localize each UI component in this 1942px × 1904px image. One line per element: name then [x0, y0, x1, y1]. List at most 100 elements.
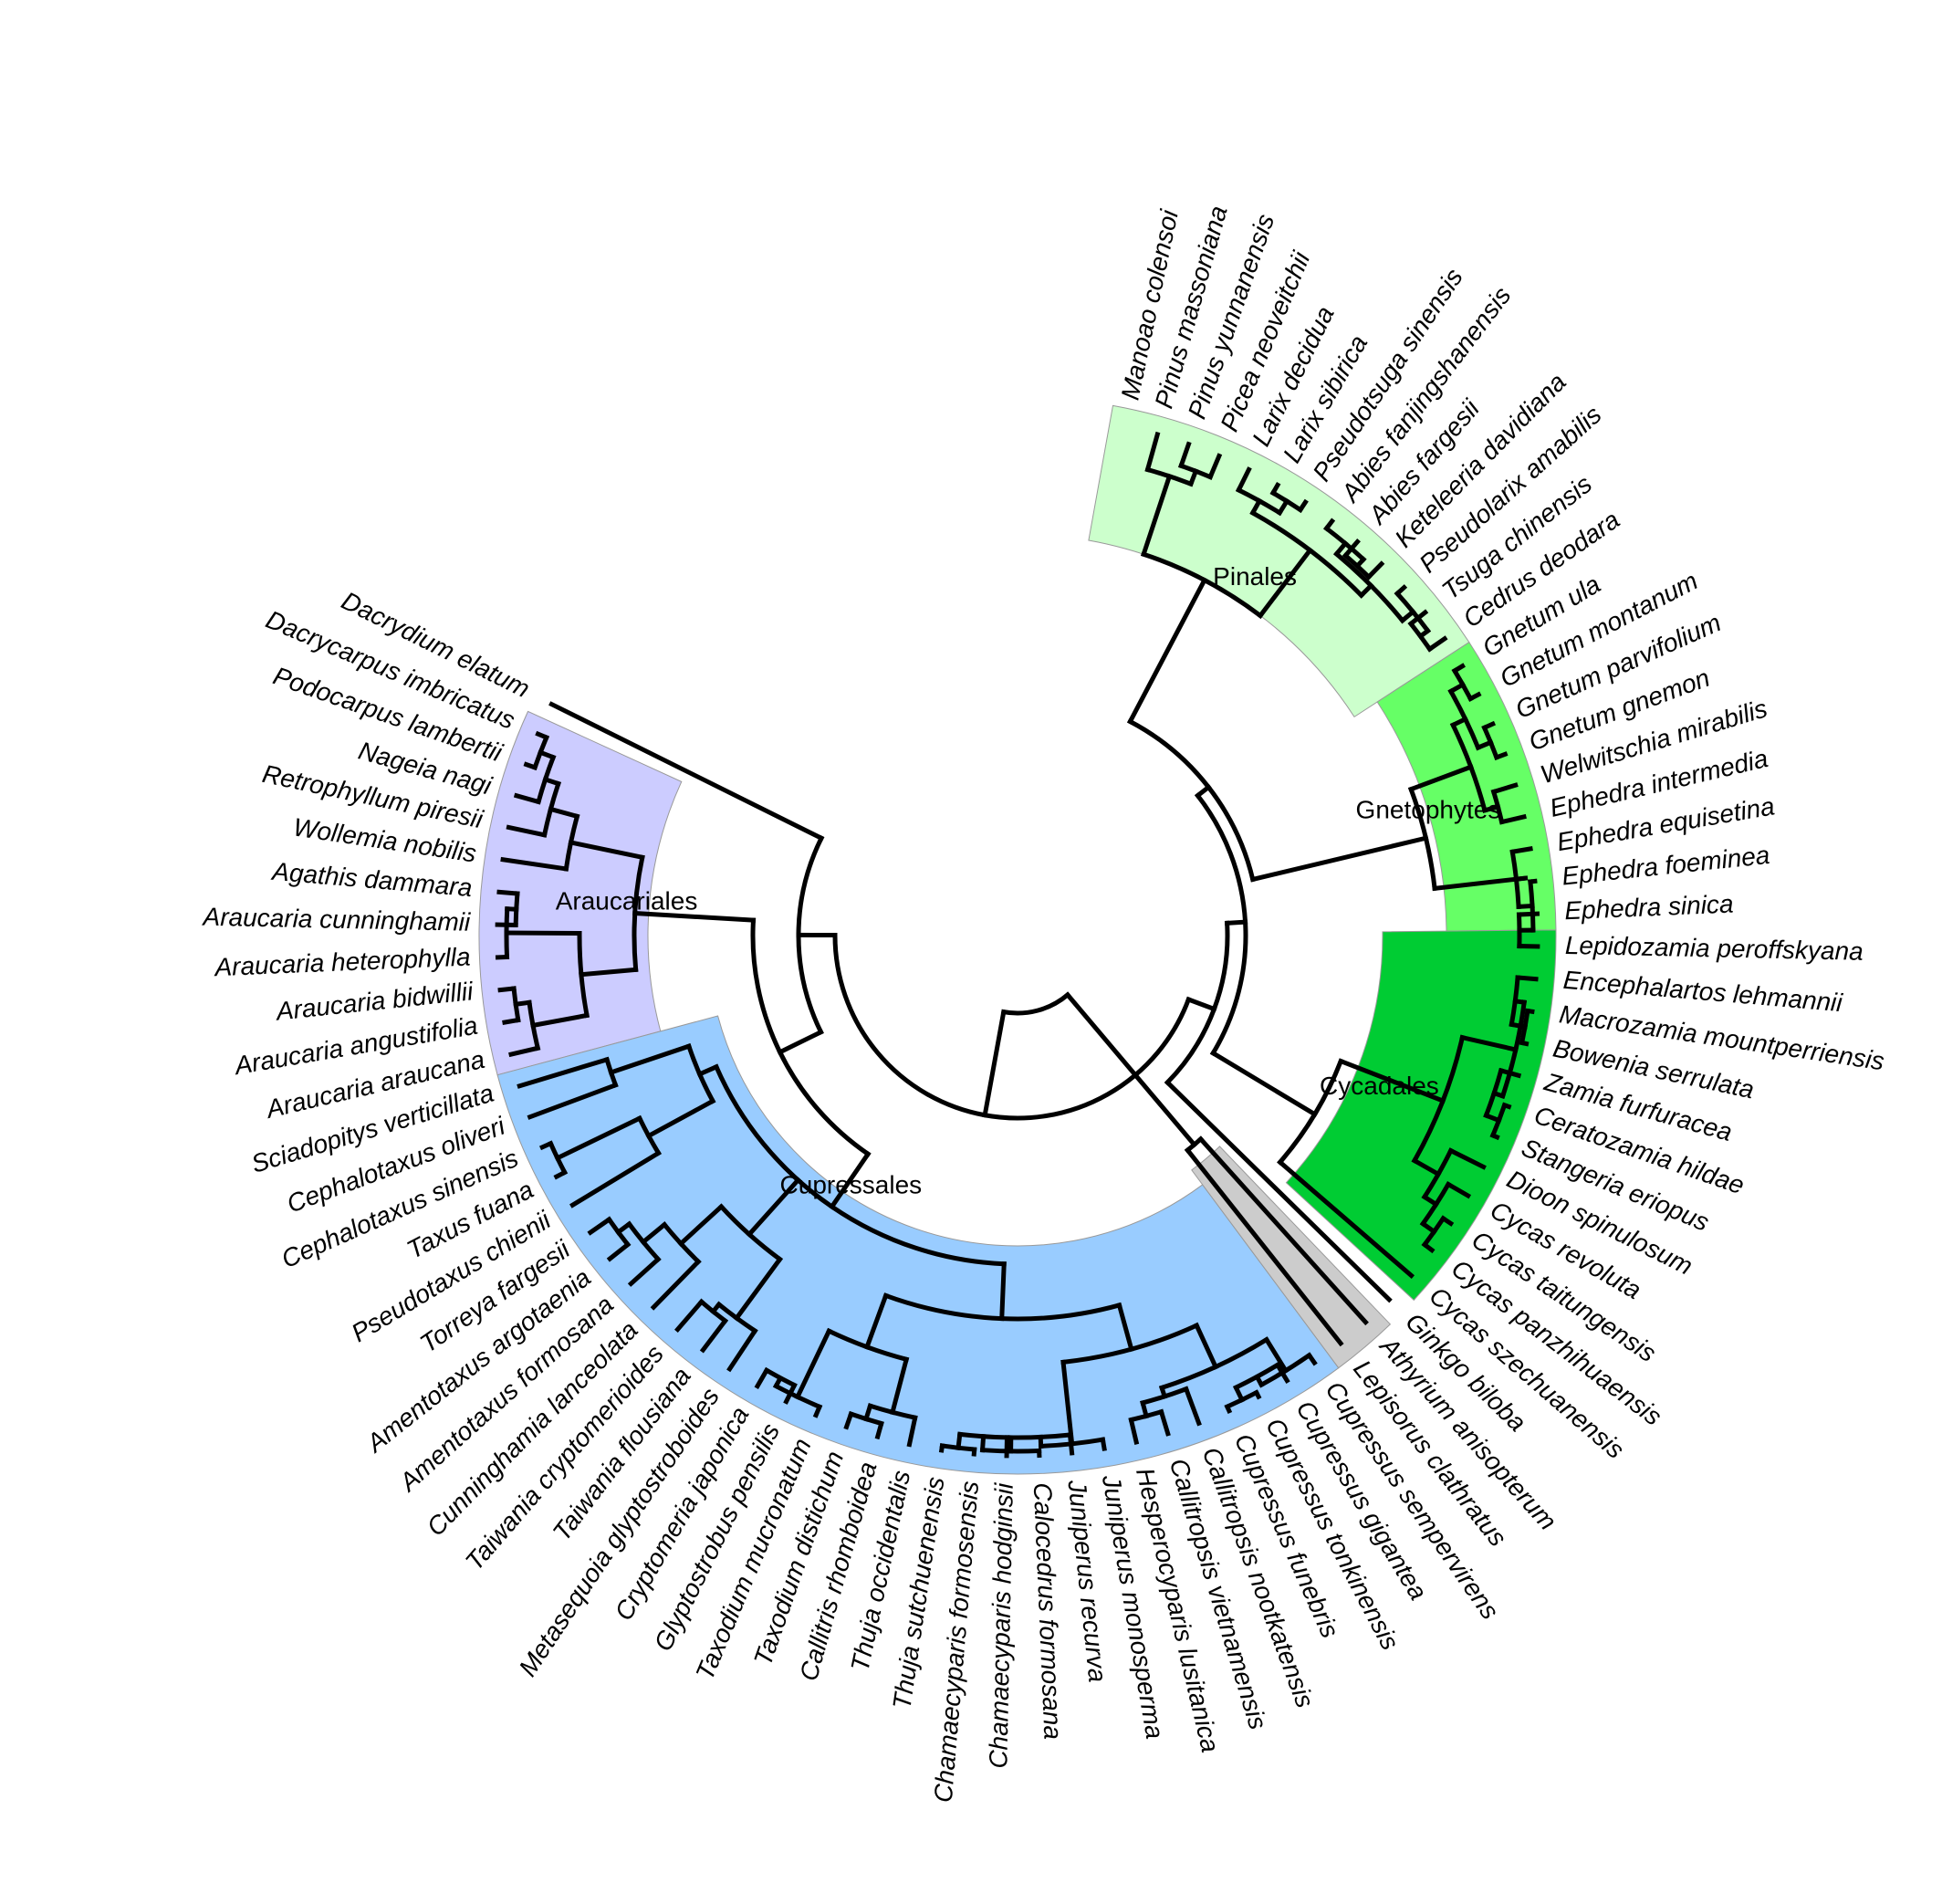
- branch-line: [889, 1356, 910, 1416]
- branch-line: [650, 1258, 702, 1311]
- branch-line: [863, 1292, 889, 1350]
- branch-line: [1493, 751, 1509, 761]
- branch-line: [999, 1261, 1007, 1322]
- branch-line: [568, 840, 645, 861]
- branch-line: [1116, 1302, 1134, 1353]
- branch-line: [497, 986, 517, 993]
- branch-line: [1467, 691, 1482, 702]
- branch-line: [506, 824, 548, 838]
- branch-line: [530, 1012, 590, 1029]
- branch-arc: [1333, 550, 1406, 624]
- branch-arc: [1277, 1058, 1344, 1166]
- branch-line: [1224, 1403, 1233, 1415]
- clade-sectors: [478, 404, 1557, 1475]
- clade-label: Araucariales: [556, 886, 698, 915]
- branch-arc: [1000, 991, 1071, 1016]
- branch-line: [696, 1063, 720, 1078]
- clade-labels: Araucariales Pinales Gnetophytes Cycadales C…: [556, 562, 1501, 1198]
- branch-line: [677, 1203, 725, 1248]
- branch-arc: [1141, 551, 1264, 620]
- clade-label: Gnetophytes: [1356, 796, 1501, 824]
- branch-line: [1140, 473, 1173, 558]
- branch-arc: [832, 933, 1192, 1121]
- branch-line: [569, 1149, 662, 1208]
- branch-line: [1144, 431, 1161, 473]
- branch-line: [1358, 582, 1374, 599]
- branch-line: [1064, 991, 1198, 1148]
- branch-line: [1128, 1417, 1140, 1445]
- branch-line: [1249, 497, 1263, 517]
- taxon-label: Araucaria cunninghamii: [201, 903, 471, 936]
- clade-label: Pinales: [1213, 562, 1297, 591]
- branch-line: [783, 1382, 798, 1405]
- branch-line: [1439, 1215, 1455, 1227]
- taxon-label: Lepidozamia peroffskyana: [1565, 931, 1864, 966]
- branch-line: [1184, 1146, 1344, 1347]
- branch-line: [754, 1366, 770, 1390]
- branch-line: [1060, 1359, 1075, 1447]
- clade-label: Cycadales: [1320, 1072, 1439, 1100]
- branch-line: [502, 1017, 521, 1025]
- branch-line: [1516, 903, 1535, 909]
- branch-arc: [1499, 999, 1528, 1099]
- branch-line: [829, 1150, 872, 1210]
- branch-line: [1411, 1157, 1442, 1177]
- branch-line: [1394, 584, 1408, 597]
- branch-line: [1525, 1008, 1535, 1015]
- branch-line: [746, 1177, 801, 1238]
- branch-line: [1445, 1181, 1472, 1199]
- branch-arc: [1528, 879, 1536, 933]
- branch-line: [699, 1317, 729, 1354]
- branch-line: [1490, 782, 1519, 795]
- branch-line: [1193, 1322, 1219, 1370]
- branch-line: [1489, 1132, 1500, 1141]
- branch-line: [606, 1241, 632, 1262]
- branch-line: [1481, 720, 1497, 731]
- branch-line: [843, 1410, 854, 1430]
- branch-line: [1277, 1158, 1415, 1279]
- branch-line: [1235, 466, 1252, 494]
- branch-line: [1399, 608, 1416, 624]
- branch-line: [1269, 481, 1281, 497]
- taxon-label: Araucaria heterophylla: [213, 943, 471, 982]
- branch-arc: [1158, 1336, 1270, 1391]
- branch-line: [1185, 996, 1217, 1012]
- branch-line: [542, 776, 561, 787]
- branch-line: [554, 1114, 643, 1162]
- taxon-label: Ephedra sinica: [1564, 890, 1734, 926]
- branch-line: [1127, 577, 1208, 725]
- branch-line: [632, 910, 757, 923]
- branch-line: [874, 1420, 884, 1440]
- tree-branches: [495, 431, 1540, 1459]
- branch-arc: [1449, 721, 1488, 813]
- branch-line: [1509, 846, 1533, 855]
- branch-line: [1224, 919, 1248, 926]
- branch-line: [1516, 911, 1540, 917]
- branch-line: [496, 889, 520, 896]
- branch-line: [1253, 1389, 1262, 1400]
- branch-line: [733, 1256, 784, 1322]
- branch-arc: [1060, 1322, 1200, 1365]
- taxon-label: Agathis dammara: [269, 857, 473, 902]
- branch-line: [794, 1327, 832, 1400]
- branch-line: [1528, 878, 1538, 884]
- branch-line: [1197, 1135, 1369, 1326]
- branch-line: [587, 1216, 612, 1236]
- branch-line: [640, 1221, 668, 1246]
- branch-line: [1158, 1408, 1171, 1437]
- clade-sector: [1285, 929, 1557, 1302]
- branch-line: [1297, 498, 1309, 514]
- branch-line: [674, 1298, 705, 1334]
- branch-arc: [1249, 509, 1365, 599]
- branch-line: [1342, 538, 1361, 560]
- branch-line: [1407, 764, 1474, 792]
- branch-line: [608, 1043, 693, 1076]
- branch-line: [812, 1403, 823, 1418]
- branch-arc: [979, 1448, 1042, 1454]
- branch-line: [726, 1327, 758, 1373]
- branch-line: [1498, 813, 1527, 825]
- branch-line: [1306, 1352, 1318, 1366]
- branch-line: [1365, 560, 1385, 581]
- branch-arc: [1194, 792, 1248, 1057]
- branch-line: [1519, 1040, 1530, 1047]
